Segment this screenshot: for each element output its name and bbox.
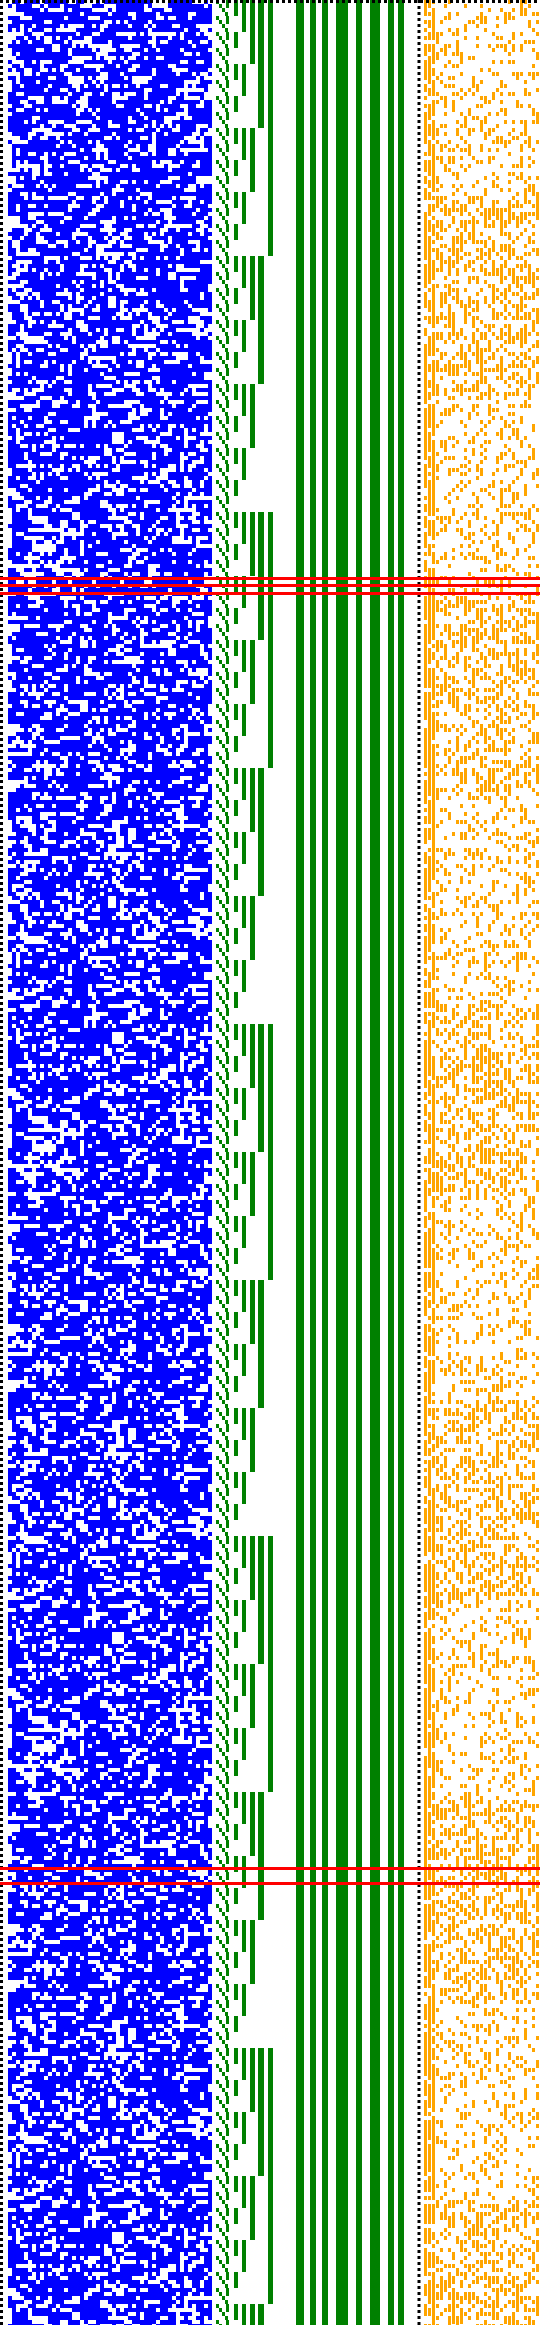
secondary-bit-region xyxy=(424,0,539,2325)
counter-column-2 xyxy=(322,0,328,2325)
marker-1a xyxy=(0,577,540,580)
marker-2b xyxy=(0,1882,540,1885)
secondary-bits xyxy=(424,0,539,2325)
marker-1c xyxy=(0,592,540,595)
counter-column-6 xyxy=(388,0,394,2325)
random-bits xyxy=(8,0,212,2325)
counter-column-0 xyxy=(296,0,304,2325)
red-marker-lines xyxy=(0,577,540,1885)
counter-column-1 xyxy=(310,0,316,2325)
counter-column-7 xyxy=(398,0,404,2325)
random-bit-region xyxy=(8,0,212,2325)
counter-column-5 xyxy=(370,0,380,2325)
counter-column-4 xyxy=(356,0,362,2325)
marker-2a xyxy=(0,1867,540,1870)
marker-1b xyxy=(0,584,540,587)
counter-bits xyxy=(216,0,273,2325)
counter-bit-region xyxy=(216,0,404,2325)
counter-column-3 xyxy=(336,0,348,2325)
